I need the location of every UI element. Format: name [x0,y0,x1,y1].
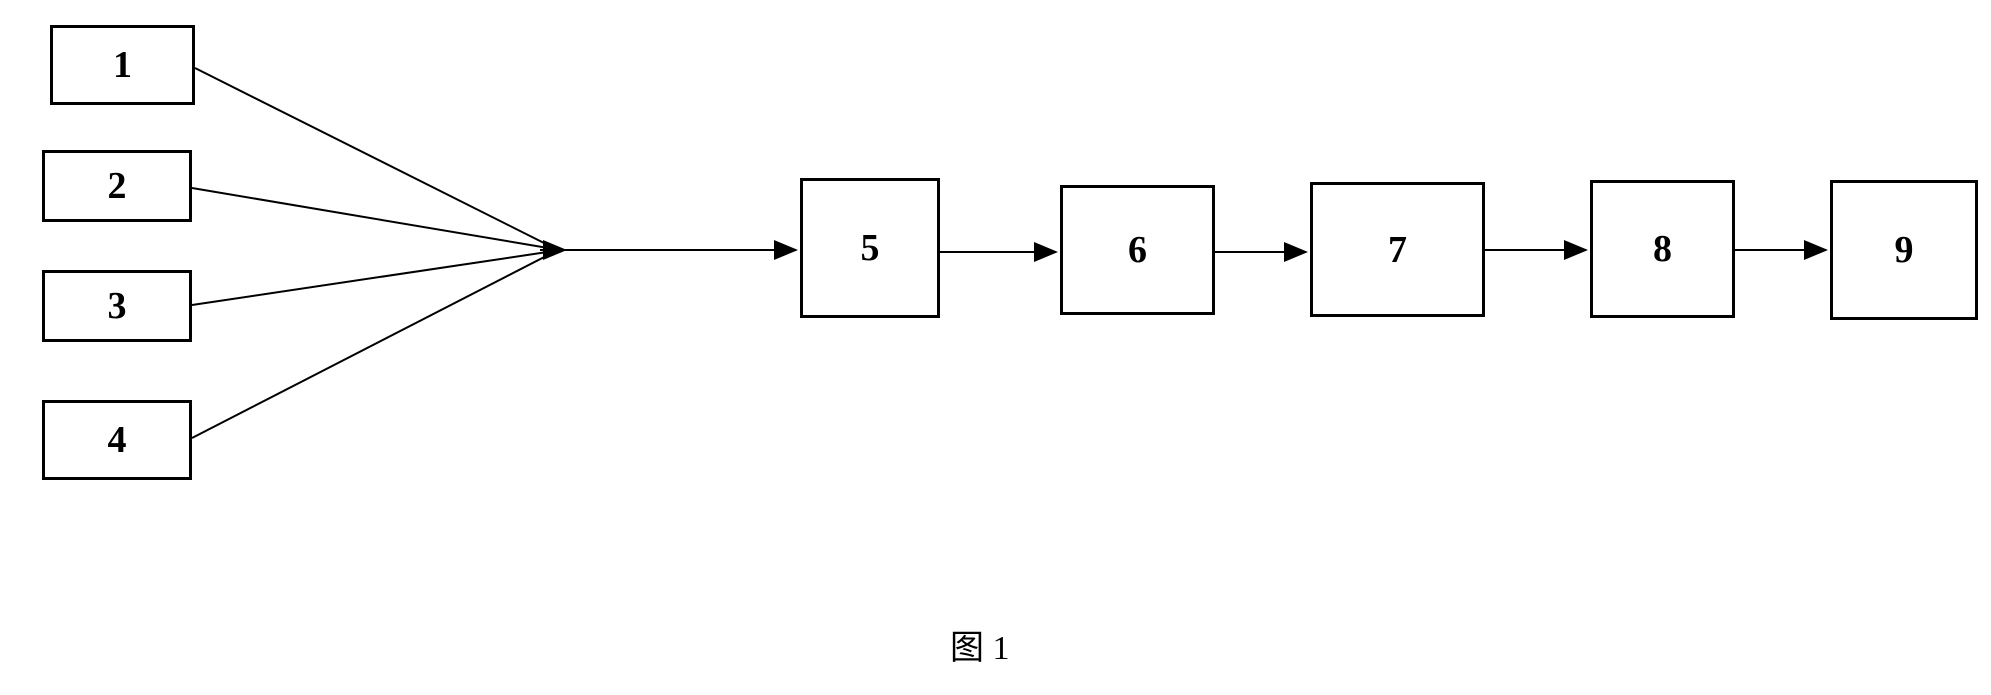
flowchart-node-n3: 3 [42,270,192,342]
flowchart-node-n1: 1 [50,25,195,105]
flowchart-node-n4: 4 [42,400,192,480]
flowchart-node-n8: 8 [1590,180,1735,318]
flowchart-edge [192,252,554,438]
flowchart-diagram: 1 2 3 4 56789 图 1 [0,0,1991,695]
flowchart-node-n5: 5 [800,178,940,318]
flowchart-edge [192,251,554,305]
flowchart-edge [192,188,554,249]
flowchart-edge [195,68,554,248]
edges-layer [0,0,1991,695]
flowchart-node-n2: 2 [42,150,192,222]
flowchart-node-n9: 9 [1830,180,1978,320]
figure-caption: 图 1 [950,620,1010,669]
flowchart-node-n6: 6 [1060,185,1215,315]
flowchart-node-n7: 7 [1310,182,1485,317]
